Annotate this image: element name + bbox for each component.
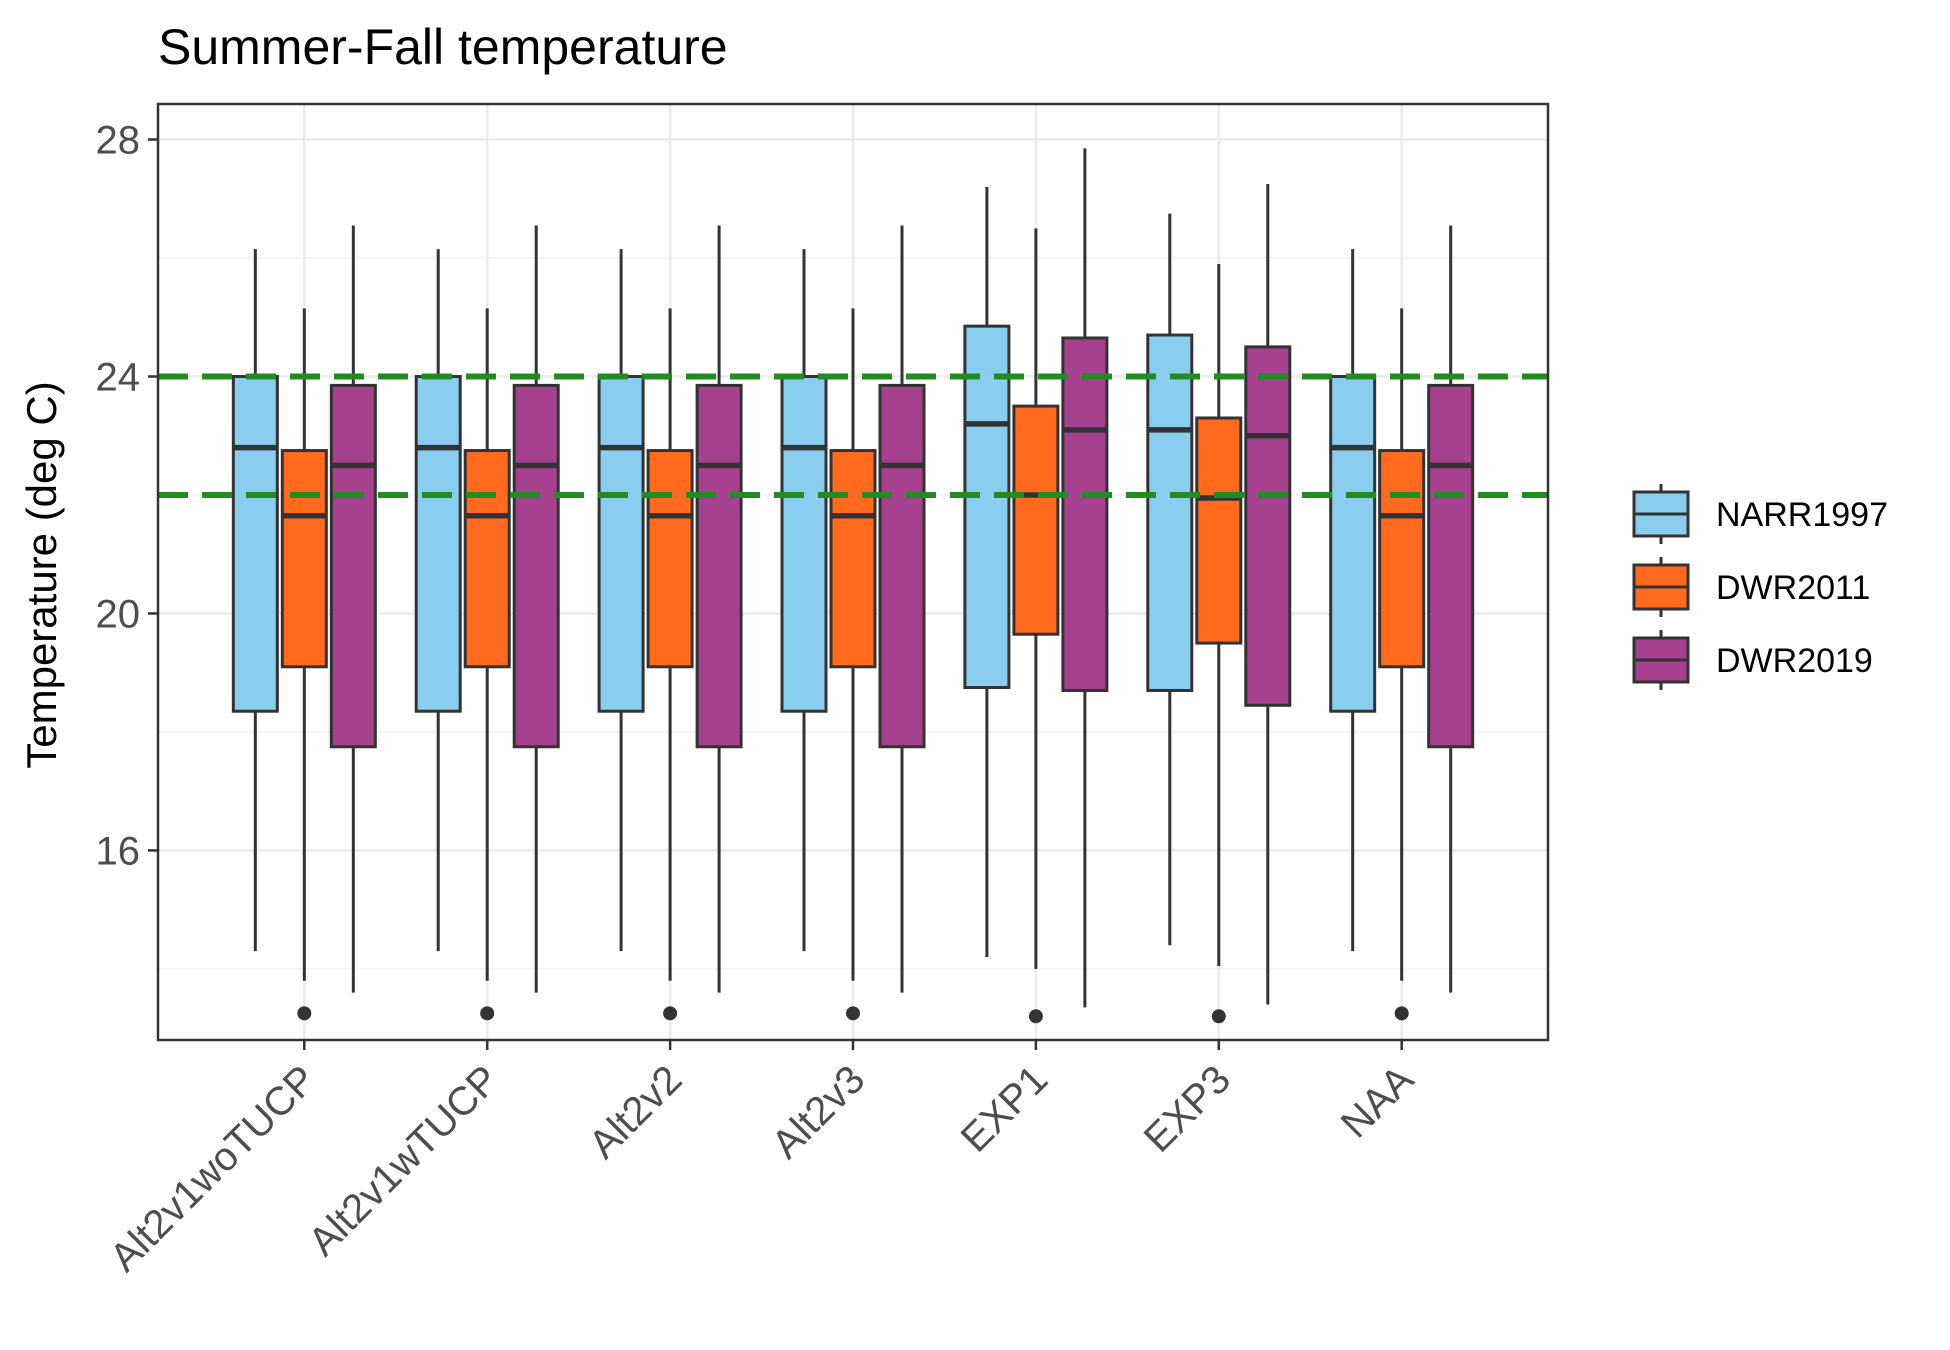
x-tick-label: Alt2v1woTUCP bbox=[102, 1057, 325, 1280]
box-NARR1997-Alt2v1woTUCP bbox=[231, 249, 279, 952]
box-iqr bbox=[597, 375, 645, 713]
box-DWR2019-NAA bbox=[1427, 225, 1475, 993]
box-NARR1997-Alt2v3 bbox=[780, 249, 828, 952]
box-DWR2011-Alt2v2 bbox=[646, 308, 694, 1021]
box-DWR2011-Alt2v1woTUCP bbox=[280, 308, 328, 1021]
box-iqr bbox=[280, 449, 328, 669]
y-tick-label: 24 bbox=[96, 356, 141, 400]
box-DWR2011-NAA bbox=[1378, 308, 1426, 1021]
box-NARR1997-Alt2v2 bbox=[597, 249, 645, 952]
box-iqr bbox=[512, 383, 560, 749]
legend: NARR1997 DWR2011 DWR2019 bbox=[1632, 484, 1888, 690]
box-iqr bbox=[695, 383, 743, 749]
box-iqr bbox=[646, 449, 694, 669]
box-iqr bbox=[963, 324, 1011, 690]
outlier-point bbox=[1211, 1009, 1226, 1024]
legend-label: DWR2011 bbox=[1716, 569, 1870, 607]
box-NARR1997-NAA bbox=[1329, 249, 1377, 952]
legend-label: DWR2019 bbox=[1716, 642, 1873, 680]
x-tick-label: EXP3 bbox=[1136, 1057, 1239, 1160]
outlier-point bbox=[1028, 1009, 1043, 1024]
x-tick-label: Alt2v1wTUCP bbox=[300, 1057, 507, 1264]
legend-item-NARR1997: NARR1997 bbox=[1632, 484, 1888, 544]
box-DWR2019-Alt2v3 bbox=[878, 225, 926, 993]
box-iqr bbox=[1378, 449, 1426, 669]
box-DWR2011-EXP3 bbox=[1195, 263, 1243, 1024]
box-DWR2011-Alt2v1wTUCP bbox=[463, 308, 511, 1021]
box-iqr bbox=[1427, 383, 1475, 749]
outlier-point bbox=[1394, 1006, 1409, 1021]
x-tick-label: Alt2v2 bbox=[581, 1057, 691, 1167]
outlier-point bbox=[297, 1006, 312, 1021]
box-iqr bbox=[1012, 404, 1060, 636]
x-tick-label: Alt2v3 bbox=[764, 1057, 874, 1167]
outlier-point bbox=[480, 1006, 495, 1021]
box-iqr bbox=[780, 375, 828, 713]
legend-item-DWR2019: DWR2019 bbox=[1632, 630, 1873, 690]
box-DWR2019-Alt2v1wTUCP bbox=[512, 225, 560, 993]
outlier-point bbox=[663, 1006, 678, 1021]
box-iqr bbox=[463, 449, 511, 669]
y-tick-label: 16 bbox=[96, 829, 141, 873]
box-iqr bbox=[1329, 375, 1377, 713]
y-axis-label: Temperature (deg C) bbox=[18, 381, 65, 769]
y-tick-label: 28 bbox=[96, 119, 141, 163]
box-DWR2019-Alt2v1woTUCP bbox=[329, 225, 377, 993]
box-iqr bbox=[878, 383, 926, 749]
box-NARR1997-Alt2v1wTUCP bbox=[414, 249, 462, 952]
box-DWR2019-EXP1 bbox=[1061, 148, 1109, 1008]
box-iqr bbox=[1146, 333, 1194, 692]
box-NARR1997-EXP1 bbox=[963, 186, 1011, 958]
box-DWR2019-EXP3 bbox=[1244, 183, 1292, 1005]
x-tick-label: NAA bbox=[1333, 1057, 1422, 1146]
box-iqr bbox=[1195, 416, 1243, 645]
box-DWR2019-Alt2v2 bbox=[695, 225, 743, 993]
box-iqr bbox=[414, 375, 462, 713]
legend-item-DWR2011: DWR2011 bbox=[1632, 557, 1870, 617]
box-iqr bbox=[231, 375, 279, 713]
outlier-point bbox=[846, 1006, 860, 1021]
box-iqr bbox=[1061, 336, 1109, 692]
box-iqr bbox=[329, 383, 377, 749]
box-DWR2011-EXP1 bbox=[1012, 228, 1060, 1024]
box-DWR2011-Alt2v3 bbox=[829, 308, 877, 1021]
box-iqr bbox=[829, 449, 877, 669]
box-iqr bbox=[1244, 345, 1292, 707]
y-tick-label: 20 bbox=[96, 592, 141, 636]
chart-title: Summer-Fall temperature bbox=[158, 19, 728, 75]
legend-label: NARR1997 bbox=[1716, 496, 1888, 534]
x-tick-label: EXP1 bbox=[953, 1057, 1056, 1160]
box-NARR1997-EXP3 bbox=[1146, 213, 1194, 946]
